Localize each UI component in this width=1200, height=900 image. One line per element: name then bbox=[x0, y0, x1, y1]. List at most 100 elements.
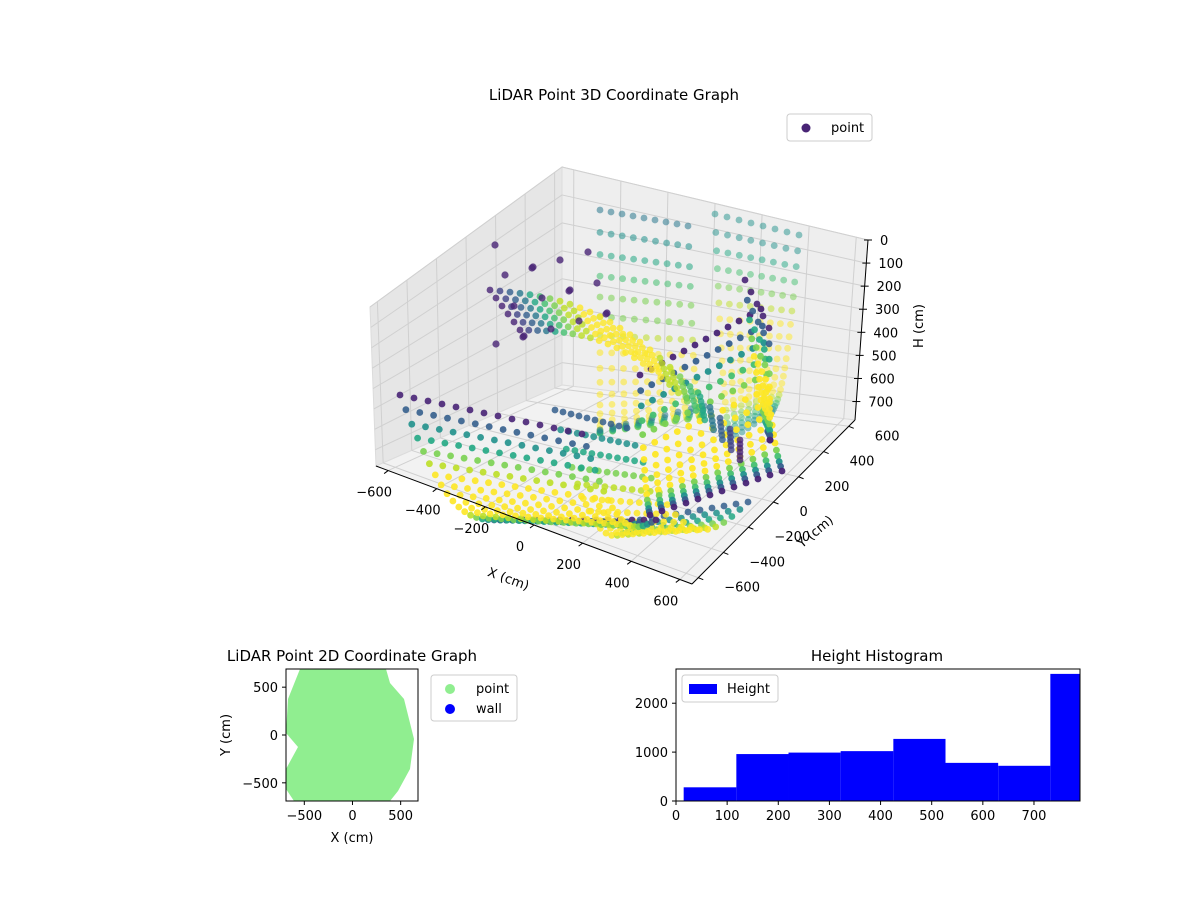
point-3d bbox=[663, 434, 670, 441]
point-3d bbox=[701, 417, 708, 424]
point-3d bbox=[638, 403, 645, 410]
point-3d bbox=[411, 395, 418, 402]
point-3d bbox=[574, 325, 581, 332]
histogram-bar bbox=[998, 766, 1050, 801]
point-3d bbox=[630, 256, 637, 263]
point-3d bbox=[746, 377, 753, 384]
point-3d bbox=[493, 295, 500, 302]
point-3d bbox=[520, 475, 527, 482]
point-3d bbox=[660, 391, 667, 398]
point-3d bbox=[751, 353, 758, 360]
point-3d bbox=[628, 348, 635, 355]
point-3d bbox=[712, 211, 719, 218]
point-3d bbox=[674, 428, 681, 435]
point-3d bbox=[639, 417, 646, 424]
point-3d bbox=[425, 398, 432, 405]
point-3d bbox=[617, 325, 624, 332]
point-3d bbox=[591, 495, 598, 502]
x-tick-label-histogram: 500 bbox=[919, 809, 944, 824]
point-3d bbox=[674, 241, 681, 248]
point-3d bbox=[576, 413, 583, 420]
point-3d bbox=[726, 340, 733, 347]
point-3d bbox=[704, 352, 711, 359]
point-3d bbox=[767, 472, 774, 479]
point-3d bbox=[534, 327, 541, 334]
point-3d bbox=[653, 279, 660, 286]
point-3d bbox=[510, 452, 517, 459]
point-3d bbox=[538, 294, 545, 301]
y-tick-label-3d: −400 bbox=[749, 555, 785, 570]
legend-2d-marker-point bbox=[445, 684, 455, 694]
point-3d bbox=[631, 277, 638, 284]
histogram-bar bbox=[893, 739, 945, 801]
point-3d bbox=[574, 506, 581, 513]
point-3d bbox=[667, 482, 674, 489]
point-3d bbox=[756, 336, 763, 343]
point-3d bbox=[455, 504, 462, 511]
point-3d bbox=[663, 219, 670, 226]
point-3d bbox=[751, 326, 758, 333]
point-3d bbox=[496, 450, 503, 457]
point-3d bbox=[677, 461, 684, 468]
point-3d bbox=[613, 331, 620, 338]
point-3d bbox=[560, 316, 567, 323]
point-3d bbox=[772, 226, 779, 233]
point-3d bbox=[597, 365, 604, 372]
point-3d bbox=[659, 508, 666, 515]
point-3d bbox=[552, 489, 559, 496]
point-3d bbox=[688, 524, 695, 531]
point-3d bbox=[760, 444, 767, 451]
point-3d bbox=[495, 413, 502, 420]
point-3d bbox=[642, 278, 649, 285]
point-3d bbox=[748, 220, 755, 227]
point-3d bbox=[483, 447, 490, 454]
point-3d bbox=[731, 484, 738, 491]
point-3d bbox=[766, 406, 773, 413]
point-3d bbox=[556, 256, 563, 263]
point-3d bbox=[525, 327, 532, 334]
point-3d bbox=[779, 468, 786, 475]
point-3d bbox=[584, 415, 591, 422]
point-3d bbox=[743, 480, 750, 487]
point-3d bbox=[747, 271, 754, 278]
point-3d bbox=[688, 456, 695, 463]
point-3d bbox=[414, 435, 421, 442]
point-3d bbox=[692, 342, 699, 349]
legend-2d-label-wall: wall bbox=[476, 702, 502, 717]
point-3d bbox=[758, 368, 765, 375]
point-3d bbox=[696, 526, 703, 533]
point-3d bbox=[564, 462, 571, 469]
point-3d bbox=[540, 508, 547, 515]
x-tick-label-histogram: 400 bbox=[868, 809, 893, 824]
point-3d bbox=[781, 365, 788, 372]
point-3d bbox=[597, 427, 604, 434]
x-tick-label-2d: 0 bbox=[348, 809, 356, 824]
point-3d bbox=[609, 391, 616, 398]
point-3d bbox=[551, 302, 558, 309]
point-3d bbox=[613, 345, 620, 352]
point-3d bbox=[608, 274, 615, 281]
point-3d bbox=[620, 485, 627, 492]
point-3d bbox=[789, 308, 796, 315]
point-3d bbox=[517, 290, 524, 297]
point-3d bbox=[761, 346, 768, 353]
point-3d bbox=[592, 467, 599, 474]
point-3d bbox=[439, 401, 446, 408]
point-3d bbox=[675, 441, 682, 448]
x-tick-3d bbox=[433, 489, 437, 492]
point-3d bbox=[653, 259, 660, 266]
point-3d bbox=[673, 415, 680, 422]
point-3d bbox=[621, 409, 628, 416]
point-3d bbox=[533, 477, 540, 484]
point-3d bbox=[560, 409, 567, 416]
point-3d bbox=[706, 384, 713, 391]
point-3d bbox=[724, 214, 731, 221]
point-3d bbox=[445, 474, 452, 481]
point-3d bbox=[726, 301, 733, 308]
point-3d bbox=[633, 408, 640, 415]
chart-2d: LiDAR Point 2D Coordinate Graph −500 0 500… bbox=[219, 647, 517, 846]
point-3d bbox=[627, 499, 634, 506]
point-3d bbox=[477, 434, 484, 441]
legend-2d: point wall bbox=[431, 675, 517, 721]
point-3d bbox=[666, 335, 673, 342]
